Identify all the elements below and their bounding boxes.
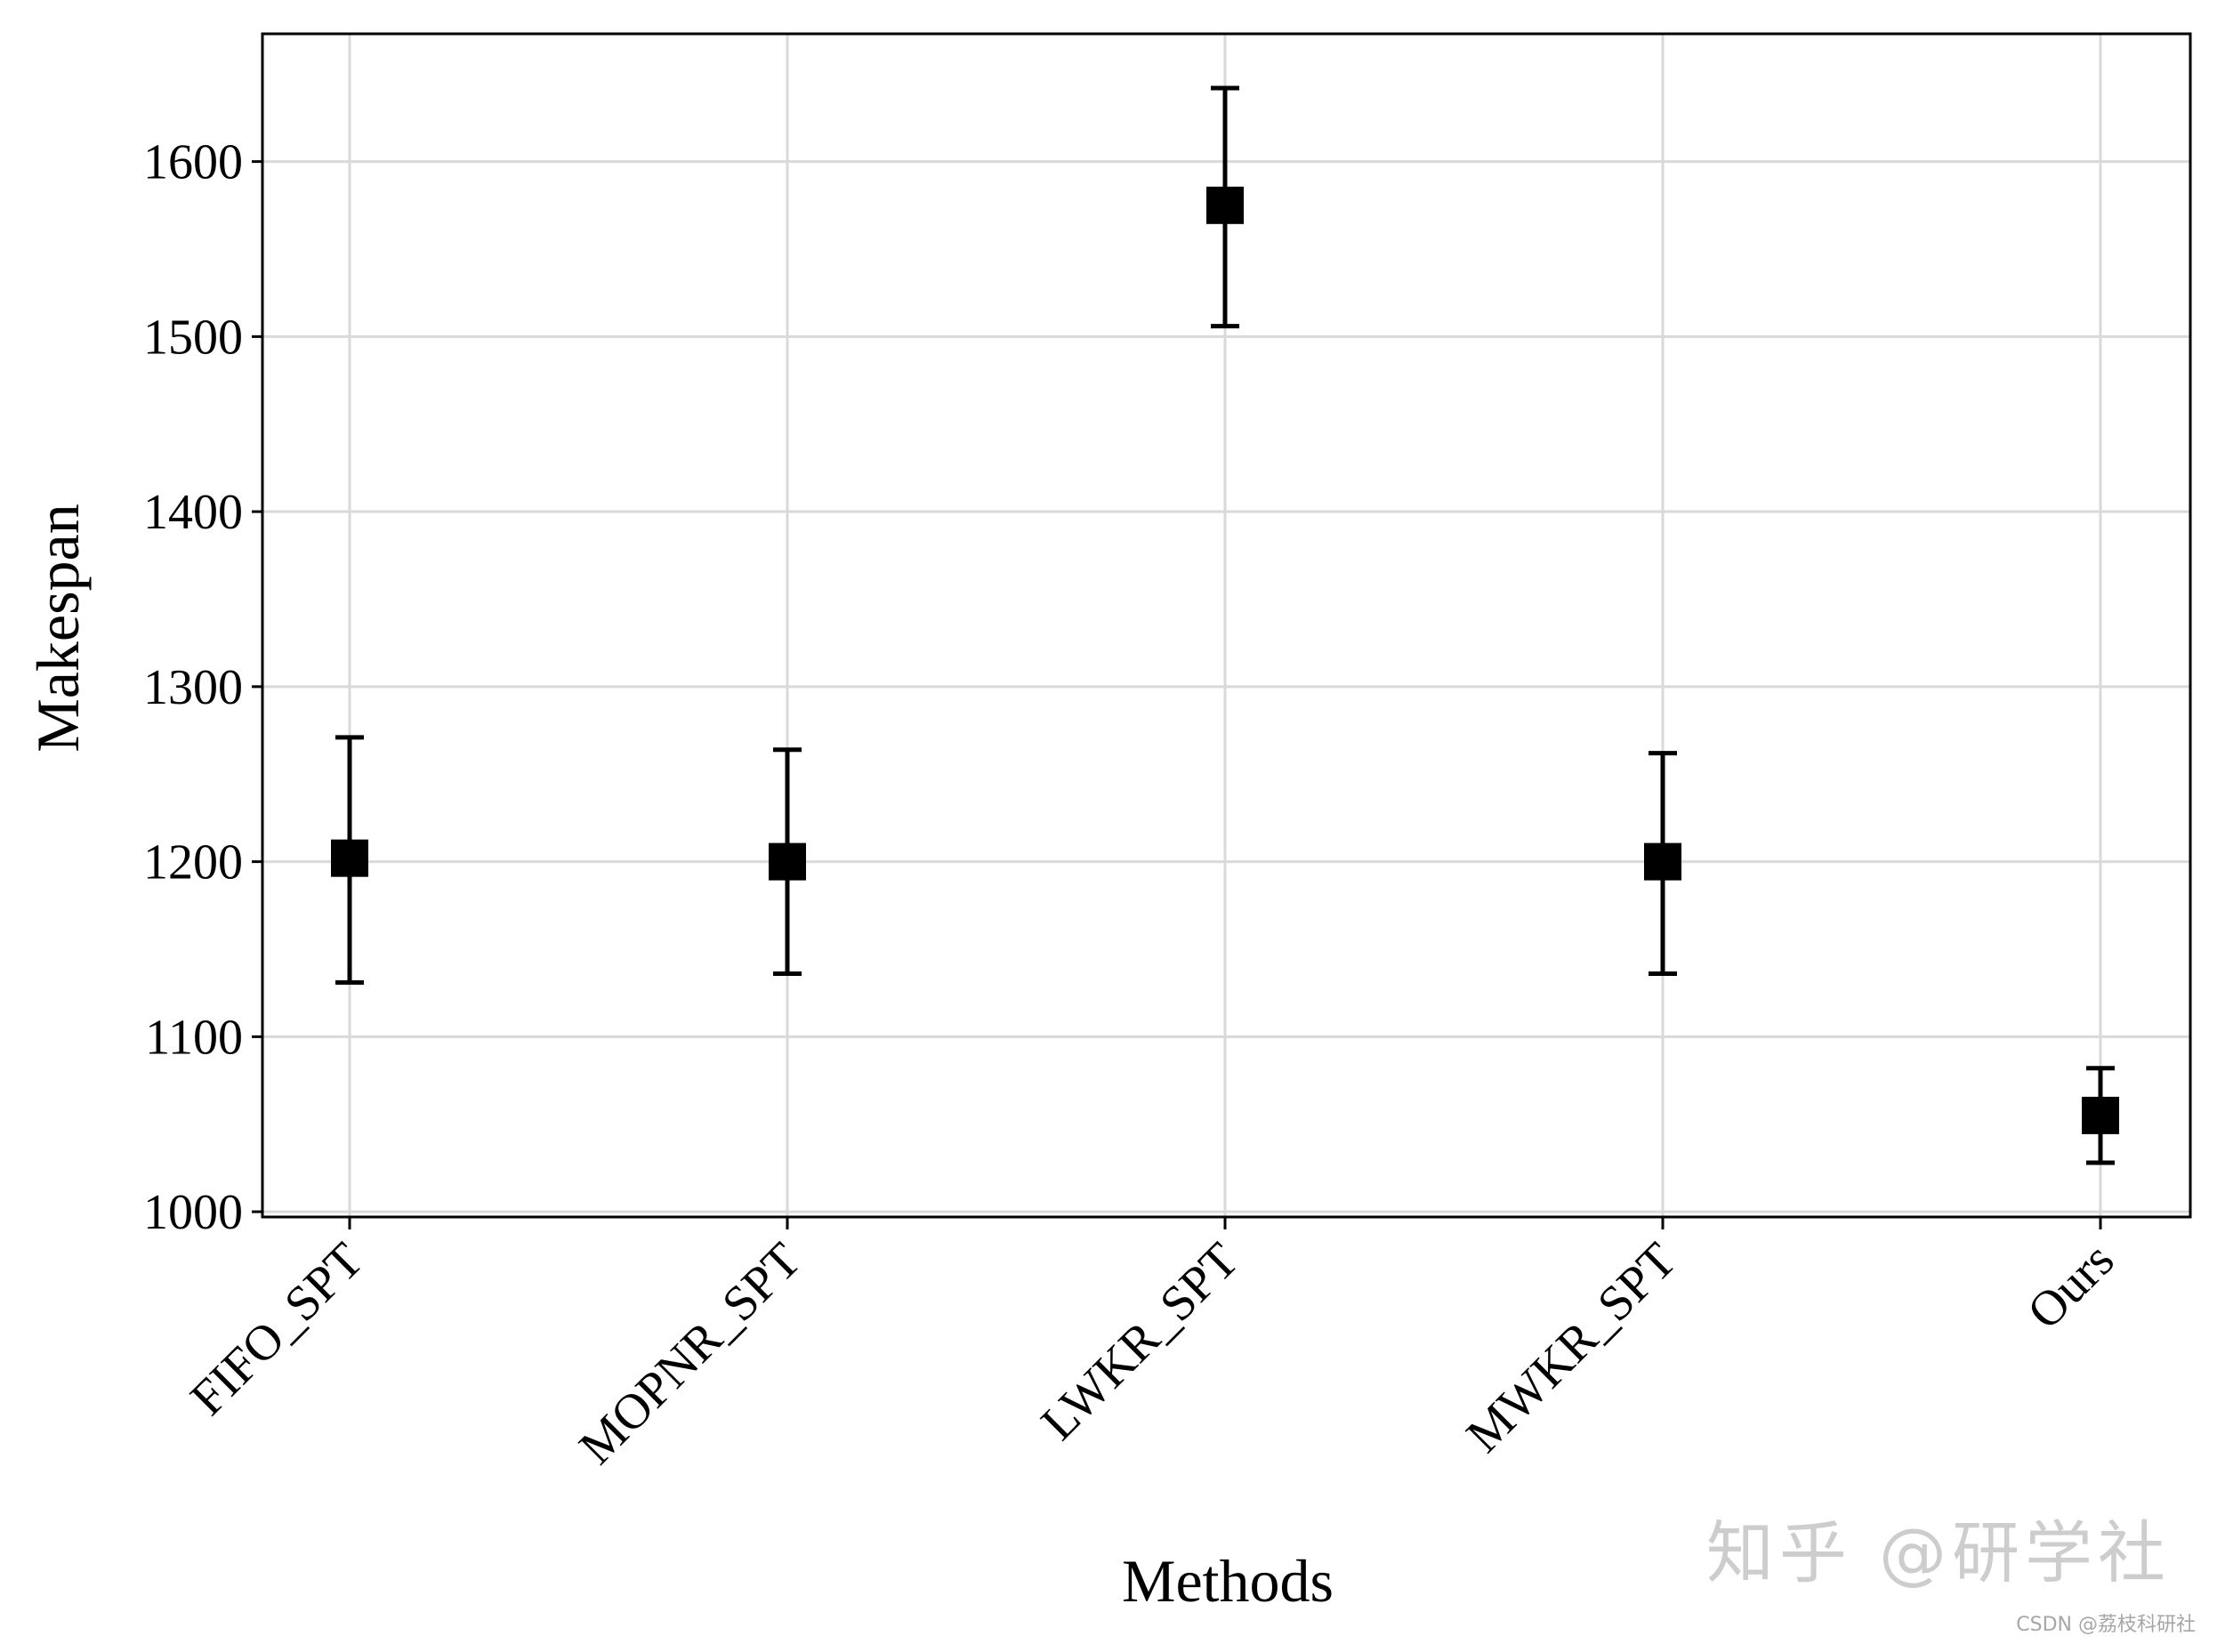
- x-tick-label: MWKR_SPT: [1456, 1232, 1687, 1463]
- y-tick-label: 1500: [143, 310, 243, 365]
- grid-layer: [262, 34, 2190, 1217]
- y-tick-label: 1200: [143, 835, 243, 890]
- x-tick-label: MOPNR_SPT: [568, 1232, 811, 1475]
- data-point: [1644, 842, 1681, 881]
- y-axis-title: Makespan: [24, 504, 92, 752]
- y-tick-label: 1600: [143, 135, 243, 190]
- data-point: [2082, 1096, 2119, 1134]
- x-tick-label: Ours: [2017, 1232, 2124, 1340]
- data-point: [1206, 186, 1244, 224]
- marks-layer: [331, 85, 2119, 1165]
- x-tick-label: FIFO_SPT: [180, 1232, 374, 1426]
- y-tick-label: 1100: [145, 1010, 243, 1065]
- data-point: [769, 842, 806, 881]
- data-point: [331, 839, 368, 877]
- watermark-source: CSDN @荔枝科研社: [2016, 1614, 2196, 1636]
- watermark-text: 知乎 @研学社: [1705, 1513, 2171, 1592]
- y-tick-label: 1000: [143, 1185, 243, 1240]
- y-tick-label: 1400: [143, 485, 243, 540]
- y-tick-label: 1300: [143, 660, 243, 715]
- x-tick-label: LWKR_SPT: [1031, 1232, 1250, 1451]
- x-axis-title: Methods: [1122, 1547, 1334, 1615]
